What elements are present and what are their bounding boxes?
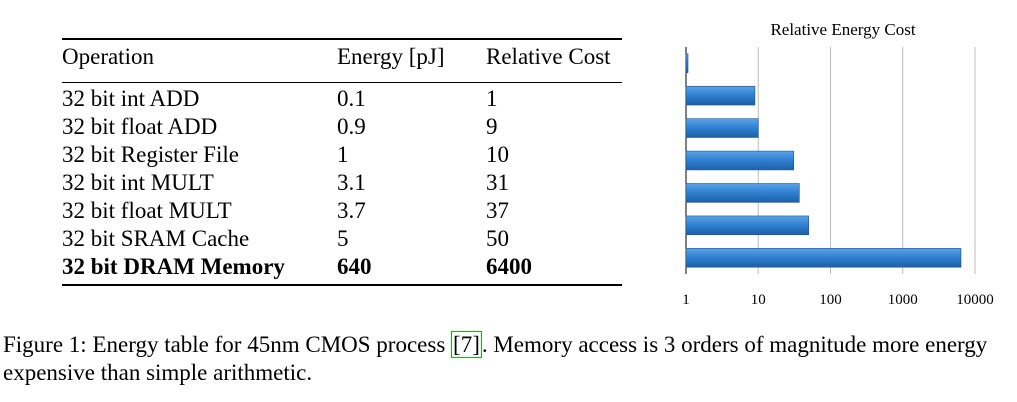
bar-2 [685,85,756,106]
x-tick-label: 100 [819,292,842,308]
table-row: 32 bit Register File 1 10 [62,141,622,169]
citation-link[interactable]: [7] [451,331,482,358]
row-relative-cost: 1 [486,86,498,111]
row-relative-cost: 9 [486,114,498,139]
bar-4 [685,150,795,171]
x-tick-label: 1 [682,292,690,308]
chart-title: Relative Energy Cost [770,20,915,39]
row-energy: 3.7 [337,198,366,223]
row-energy: 5 [337,226,349,251]
row-relative-cost: 31 [486,170,509,195]
table-top-rule [62,38,622,40]
row-operation: 32 bit int MULT [62,170,214,195]
x-tick-label: 10 [751,292,766,308]
table-row-highlight: 32 bit DRAM Memory 640 6400 [62,253,622,281]
header-energy: Energy [pJ] [337,44,445,69]
table-bottom-rule [62,284,622,286]
bar-6 [685,215,810,236]
row-operation: 32 bit Register File [62,142,239,167]
x-tick-label: 10000 [956,292,994,308]
header-relative-cost: Relative Cost [486,44,611,69]
row-energy: 0.1 [337,86,366,111]
row-relative-cost: 6400 [486,254,532,279]
row-relative-cost: 50 [486,226,509,251]
chart-x-axis: 1 10 100 1000 10000 [682,292,994,308]
caption-text-end: . Memory access is 3 orders of magnitude… [3,332,988,385]
bar-5 [685,183,800,203]
table-header-row: Operation Energy [pJ] Relative Cost [62,43,622,71]
table-header-rule [62,82,622,83]
row-operation: 32 bit DRAM Memory [62,254,285,279]
row-operation: 32 bit float MULT [62,198,232,223]
header-operation: Operation [62,44,154,69]
row-energy: 1 [337,142,349,167]
table-row: 32 bit SRAM Cache 5 50 [62,225,622,253]
bar-7 [685,248,962,268]
relative-energy-chart: Relative Energy Cost 1 10 100 1000 10000 [655,12,1017,312]
chart-svg: Relative Energy Cost 1 10 100 1000 10000 [682,20,994,308]
x-tick-label: 1000 [888,292,918,308]
caption-text: Figure 1: Energy table for 45nm CMOS pro… [3,332,452,357]
row-operation: 32 bit SRAM Cache [62,226,250,251]
bar-3 [685,118,759,138]
row-energy: 0.9 [337,114,366,139]
figure-caption: Figure 1: Energy table for 45nm CMOS pro… [3,331,1015,387]
chart-bars [685,53,962,268]
table-row: 32 bit float ADD 0.9 9 [62,113,622,141]
table-row: 32 bit int MULT 3.1 31 [62,169,622,197]
row-operation: 32 bit int ADD [62,86,200,111]
row-operation: 32 bit float ADD [62,114,218,139]
row-energy: 3.1 [337,170,366,195]
table-row: 32 bit float MULT 3.7 37 [62,197,622,225]
bar-1 [685,53,689,73]
row-relative-cost: 10 [486,142,509,167]
row-relative-cost: 37 [486,198,509,223]
row-energy: 640 [337,254,372,279]
table-row: 32 bit int ADD 0.1 1 [62,85,622,113]
